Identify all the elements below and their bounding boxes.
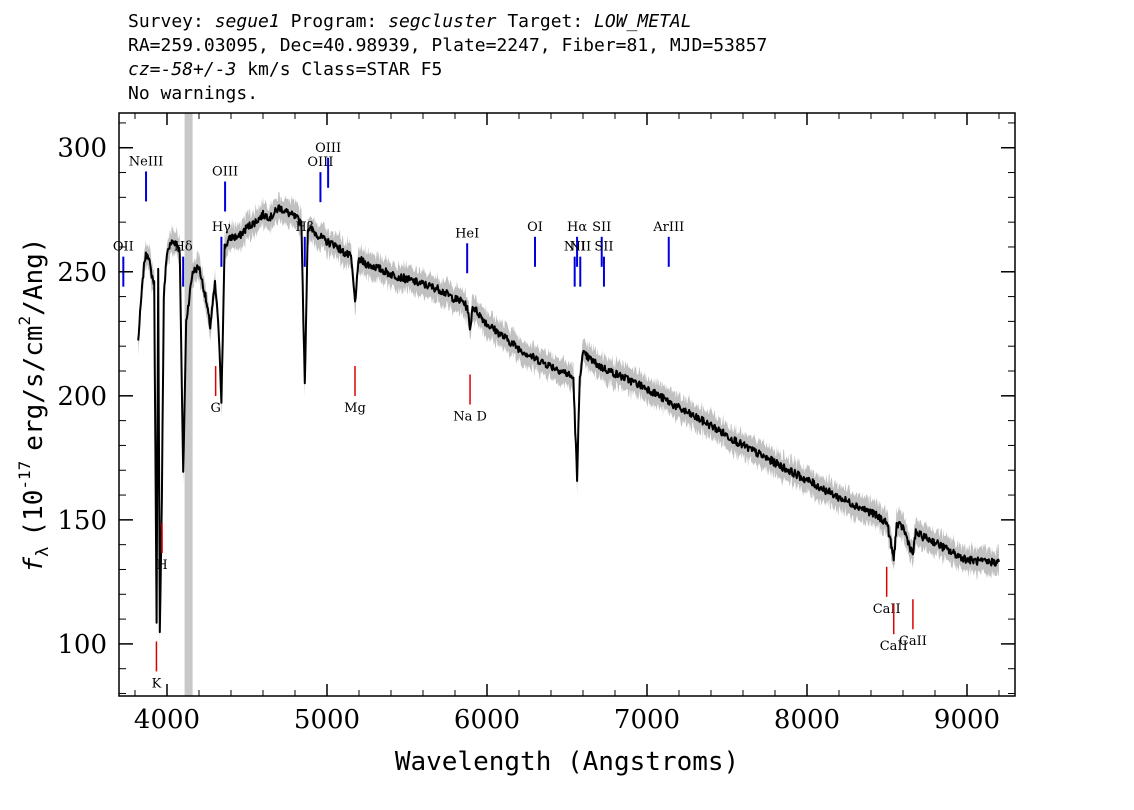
y-tick-label: 200 [57,382,107,412]
emission-line-label: OIII [307,155,333,170]
survey-value: segue1 [214,11,280,32]
x-tick-label: 6000 [454,705,520,735]
y-axis-symbol: f [19,556,49,572]
y-tick-label: 150 [57,506,107,536]
target-label: Target: [507,11,584,32]
header-line-survey: Survey: segue1 Program: segcluster Targe… [128,10,767,34]
absorption-line-label: CaII [880,639,908,654]
absorption-line-label: CaII [873,602,901,617]
emission-line-label: ArIII [652,220,684,235]
emission-line-label: Hδ [174,240,193,255]
x-tick-label: 5000 [294,705,360,735]
y-axis-exponent-2: 2 [15,316,34,326]
target-value: LOW_METAL [594,11,692,32]
emission-line-label: NII [564,240,586,255]
absorption-line-label: G [210,401,220,416]
emission-line-label: Hβ [295,220,314,235]
emission-line-label: OI [527,220,543,235]
header-line-coordinates: RA=259.03095, Dec=40.98939, Plate=2247, … [128,35,768,56]
axis-ticks: 4000 5000 6000 7000 8000 9000 100 150 200 250 300 [57,113,1015,735]
program-value: segcluster [388,11,497,32]
y-axis-exponent: -17 [15,461,34,490]
x-tick-label: 9000 [934,705,1000,735]
x-axis-label: Wavelength (Angstroms) [395,747,739,777]
y-axis-units-mid: erg/s/cm [19,325,49,450]
emission-line-label: NII [569,240,591,255]
y-axis-subscript: λ [33,547,53,557]
spectrum-header: Survey: segue1 Program: segcluster Targe… [128,10,767,106]
emission-line-label: OIII [315,141,341,156]
absorption-line-label: CaII [899,634,927,649]
spectrum-series [137,204,1000,634]
emission-line-label: Hα [567,220,587,235]
cz-class: km/s Class=STAR F5 [236,59,443,80]
y-tick-label: 250 [57,258,107,288]
header-line-warnings: No warnings. [128,83,259,104]
emission-line-label: HeI [455,226,479,241]
y-axis-units-pre: (10 [19,490,49,537]
x-tick-label: 7000 [614,705,680,735]
cz-label: cz= [128,59,161,80]
y-tick-label: 100 [57,630,107,660]
emission-line-label: SII [592,220,611,235]
plot-frame [118,112,1016,697]
absorption-line-label: K [152,676,162,691]
spectrum-line [137,204,1000,634]
error-band [138,191,999,647]
absorption-line-label: Na D [453,410,487,425]
emission-line-label: Hγ [212,220,231,235]
y-axis-units-post: /Ang) [19,238,49,316]
y-tick-label: 300 [57,134,107,164]
survey-label: Survey: [128,11,204,32]
cz-value: -58+/-3 [160,59,237,80]
error-band-area [138,191,999,647]
emission-line-label: NeIII [129,154,163,169]
y-axis-label: fλ (10-17 erg/s/cm2/Ang) [15,238,53,573]
header-line-redshift: cz=-58+/-3 km/s Class=STAR F5 [128,58,767,82]
x-tick-label: 8000 [774,705,840,735]
absorption-line-label: H [156,558,167,573]
emission-line-label: SII [594,240,613,255]
x-tick-label: 4000 [134,705,200,735]
emission-line-label: OIII [212,164,238,179]
masked-region [184,113,193,696]
program-label: Program: [290,11,378,32]
absorption-line-label: Mg [344,401,366,416]
